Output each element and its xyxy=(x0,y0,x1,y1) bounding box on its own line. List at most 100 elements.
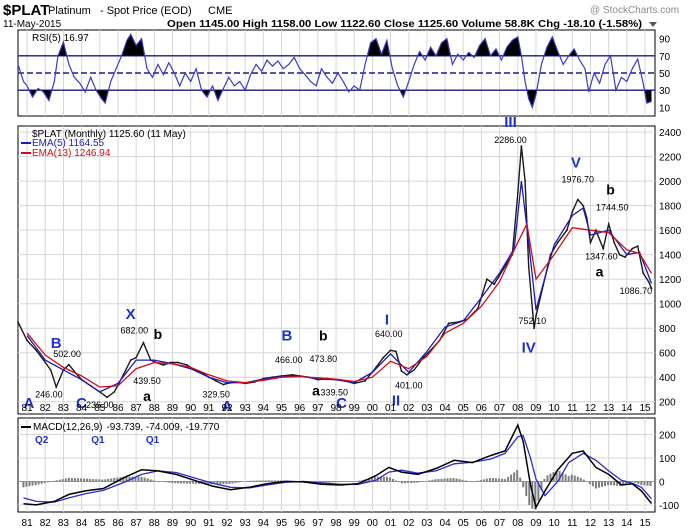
price-x-tick-label: 92 xyxy=(221,403,233,414)
ema5-legend: EMA(5) 1164.55 xyxy=(32,138,105,149)
macd-x-tick-label: 05 xyxy=(458,518,470,529)
rsi-legend: RSI(5) 16.97 xyxy=(32,33,89,44)
price-plot xyxy=(17,145,653,399)
rsi-axis: 90 70 50 30 10 xyxy=(659,35,671,115)
price-x-tick-label: 83 xyxy=(58,403,70,414)
price-tick-label: 1600 xyxy=(659,226,682,237)
wave-label: a xyxy=(312,383,320,399)
price-tick-label: 600 xyxy=(659,349,676,360)
instrument-name: Platinum xyxy=(48,5,91,17)
macd-x-tick-label: 89 xyxy=(167,518,179,529)
wave-label: A xyxy=(222,398,233,415)
macd-x-tick-label: 82 xyxy=(40,518,52,529)
price-data-point xyxy=(49,369,52,371)
macd-x-tick-label: 99 xyxy=(349,518,361,529)
price-data-point xyxy=(135,356,138,359)
wave-label: I xyxy=(385,312,389,329)
macd-line xyxy=(23,423,653,510)
price-data-point xyxy=(516,192,519,195)
price-x-tick-label: 05 xyxy=(458,403,470,414)
macd-x-axis: 81 82 83 84 85 86 87 88 89 90 91 92 93 94 95 96 97 98 99 00… xyxy=(22,518,651,529)
macd-x-tick-label: 91 xyxy=(203,518,215,529)
macd-x-tick-label: 04 xyxy=(440,518,452,529)
price-x-tick-label: 00 xyxy=(367,403,379,414)
price-x-tick-label: 04 xyxy=(440,403,452,414)
price-x-tick-label: 91 xyxy=(203,403,215,414)
triangle-down-icon[interactable] xyxy=(649,22,657,27)
macd-x-tick-label: 06 xyxy=(476,518,488,529)
price-data-point xyxy=(113,391,116,393)
macd-plot xyxy=(22,423,653,510)
price-label: 236.00 xyxy=(86,400,114,410)
price-x-axis: 81 82 83 84 85 86 87 88 89 90 91 92 93 94 95 96 97 98 99 00… xyxy=(22,403,651,414)
price-data-point xyxy=(129,359,132,361)
price-data-point xyxy=(68,363,70,366)
price-x-tick-label: 06 xyxy=(476,403,488,414)
wave-label: B xyxy=(282,327,293,344)
price-label: 502.00 xyxy=(53,349,81,359)
macd-x-tick-label: 85 xyxy=(94,518,106,529)
price-data-point xyxy=(55,386,58,388)
rsi-series-line xyxy=(17,33,652,110)
price-data-point xyxy=(382,356,385,359)
ema13-series-line xyxy=(26,221,653,388)
price-x-tick-label: 96 xyxy=(294,403,306,414)
macd-x-tick-label: 00 xyxy=(367,518,379,529)
price-data-point xyxy=(631,247,634,250)
macd-x-tick-label: 08 xyxy=(512,518,524,529)
macd-x-tick-label: 88 xyxy=(149,518,161,529)
macd-x-tick-label: 81 xyxy=(22,518,34,529)
price-x-tick-label: 12 xyxy=(585,403,597,414)
macd-x-tick-label: 84 xyxy=(76,518,88,529)
price-tick-label: 200 xyxy=(659,398,676,409)
macd-grid xyxy=(18,418,655,512)
price-tick-label: 1000 xyxy=(659,300,682,311)
price-data-point xyxy=(222,383,225,386)
macd-x-tick-label: 93 xyxy=(240,518,252,529)
price-data-point xyxy=(602,247,605,250)
macd-x-tick-label: 95 xyxy=(276,518,288,529)
rsi-plot xyxy=(17,33,652,110)
price-label: 682.00 xyxy=(121,326,149,336)
price-axis: 2400 2200 2000 1800 1600 1400 1200 1000 800 600 40… xyxy=(659,128,682,409)
price-data-point xyxy=(177,361,179,364)
macd-legend-prefix: MACD(12,26,9) xyxy=(33,422,102,433)
price-label: 752.10 xyxy=(519,316,547,326)
macd-x-tick-label: 87 xyxy=(131,518,143,529)
macd-x-tick-label: 15 xyxy=(639,518,651,529)
price-label: 246.00 xyxy=(35,389,63,399)
price-x-tick-label: 97 xyxy=(312,403,324,414)
exchange-label: CME xyxy=(208,5,232,17)
macd-x-tick-label: 02 xyxy=(403,518,415,529)
macd-x-tick-label: 10 xyxy=(549,518,561,529)
price-label: 1744.50 xyxy=(596,203,629,213)
price-data-point xyxy=(389,349,392,352)
price-x-tick-label: 94 xyxy=(258,403,270,414)
macd-x-tick-label: 86 xyxy=(112,518,124,529)
macd-signal-line xyxy=(23,434,652,503)
price-data-point xyxy=(618,253,621,256)
price-x-tick-label: 10 xyxy=(549,403,561,414)
price-x-tick-label: 02 xyxy=(403,403,415,414)
price-x-tick-label: 95 xyxy=(276,403,288,414)
price-x-tick-label: 14 xyxy=(621,403,633,414)
macd-x-tick-label: 92 xyxy=(221,518,233,529)
macd-x-tick-label: 83 xyxy=(58,518,70,529)
wave-label: II xyxy=(392,392,400,409)
price-x-tick-label: 85 xyxy=(94,403,106,414)
price-x-tick-label: 86 xyxy=(112,403,124,414)
price-data-point xyxy=(589,241,592,244)
macd-tick-label: 100 xyxy=(659,454,676,465)
price-data-point xyxy=(364,380,366,382)
price-x-tick-label: 89 xyxy=(167,403,179,414)
rsi-tick-label: 90 xyxy=(659,35,671,46)
price-data-point xyxy=(17,321,19,323)
price-tick-label: 1800 xyxy=(659,202,682,213)
macd-wave-label: Q1 xyxy=(91,435,105,446)
price-x-tick-label: 84 xyxy=(76,403,88,414)
macd-x-tick-label: 11 xyxy=(567,518,578,529)
price-x-tick-label: 15 xyxy=(639,403,651,414)
price-data-point xyxy=(524,180,526,183)
macd-x-tick-label: 03 xyxy=(421,518,433,529)
